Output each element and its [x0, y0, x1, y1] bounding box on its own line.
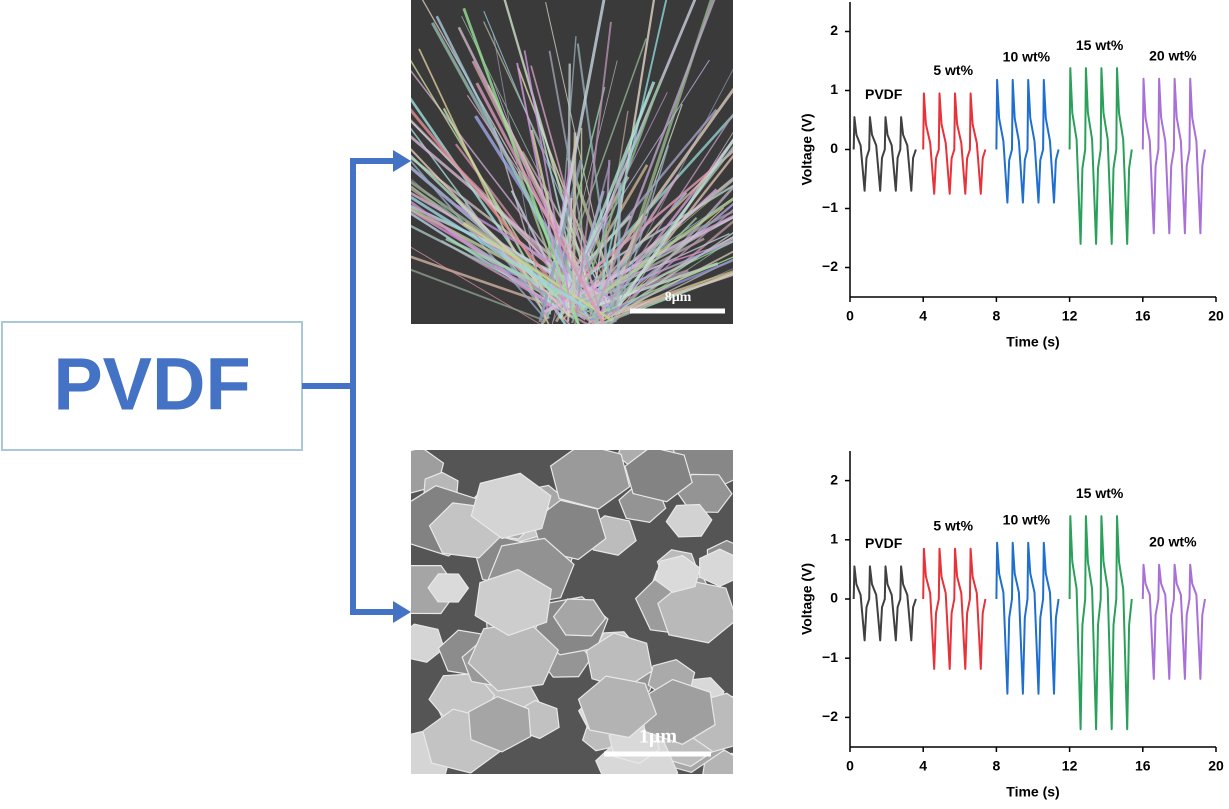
series-line: [1143, 565, 1205, 679]
x-tick-label: 0: [846, 758, 854, 774]
y-axis-title: Voltage (V): [799, 563, 815, 635]
y-tick-label: 2: [830, 22, 838, 38]
series-label: PVDF: [865, 86, 903, 102]
y-tick-label: 1: [830, 81, 838, 97]
x-tick-label: 16: [1135, 308, 1151, 324]
series-line: [854, 566, 916, 640]
scale-label: 8μm: [665, 290, 692, 305]
series-line: [1143, 79, 1205, 234]
y-tick-label: 0: [830, 140, 838, 156]
y-tick-label: −2: [822, 708, 838, 724]
sem-image: [255, 0, 926, 330]
x-tick-label: 4: [919, 758, 927, 774]
y-tick-label: 1: [830, 531, 838, 547]
connector: [302, 158, 395, 615]
x-tick-label: 4: [919, 308, 927, 324]
series-label: 10 wt%: [1003, 511, 1051, 527]
arrow-head: [393, 601, 411, 623]
y-tick-label: 0: [830, 590, 838, 606]
y-tick-label: −1: [822, 199, 838, 215]
x-tick-label: 16: [1135, 758, 1151, 774]
series-label: 20 wt%: [1149, 533, 1197, 549]
series-label: PVDF: [865, 535, 903, 551]
series-label: 10 wt%: [1003, 49, 1051, 65]
series-line: [923, 93, 985, 193]
series-label: 20 wt%: [1149, 47, 1197, 63]
series-label: 15 wt%: [1076, 37, 1124, 53]
x-tick-label: 12: [1062, 758, 1078, 774]
series-line: [854, 117, 916, 191]
y-tick-label: −2: [822, 258, 838, 274]
sem-image: [374, 424, 755, 798]
y-axis-title: Voltage (V): [799, 113, 815, 185]
x-tick-label: 8: [993, 758, 1001, 774]
x-tick-label: 0: [846, 308, 854, 324]
x-tick-label: 8: [993, 308, 1001, 324]
series-line: [923, 549, 985, 669]
series-line: [1070, 68, 1132, 244]
series-line: [996, 80, 1058, 203]
y-tick-label: −1: [822, 649, 838, 665]
scale-label: 1μm: [639, 726, 677, 748]
x-tick-label: 20: [1208, 308, 1224, 324]
x-axis-title: Time (s): [1006, 334, 1059, 350]
x-tick-label: 12: [1062, 308, 1078, 324]
series-label: 15 wt%: [1076, 485, 1124, 501]
box-label: PVDF: [53, 343, 250, 426]
arrow-head: [393, 150, 411, 172]
series-line: [996, 543, 1058, 694]
x-axis-title: Time (s): [1006, 784, 1059, 800]
x-tick-label: 20: [1208, 758, 1224, 774]
series-label: 5 wt%: [933, 517, 973, 533]
series-line: [1070, 516, 1132, 729]
series-label: 5 wt%: [933, 62, 973, 78]
y-tick-label: 2: [830, 471, 838, 487]
